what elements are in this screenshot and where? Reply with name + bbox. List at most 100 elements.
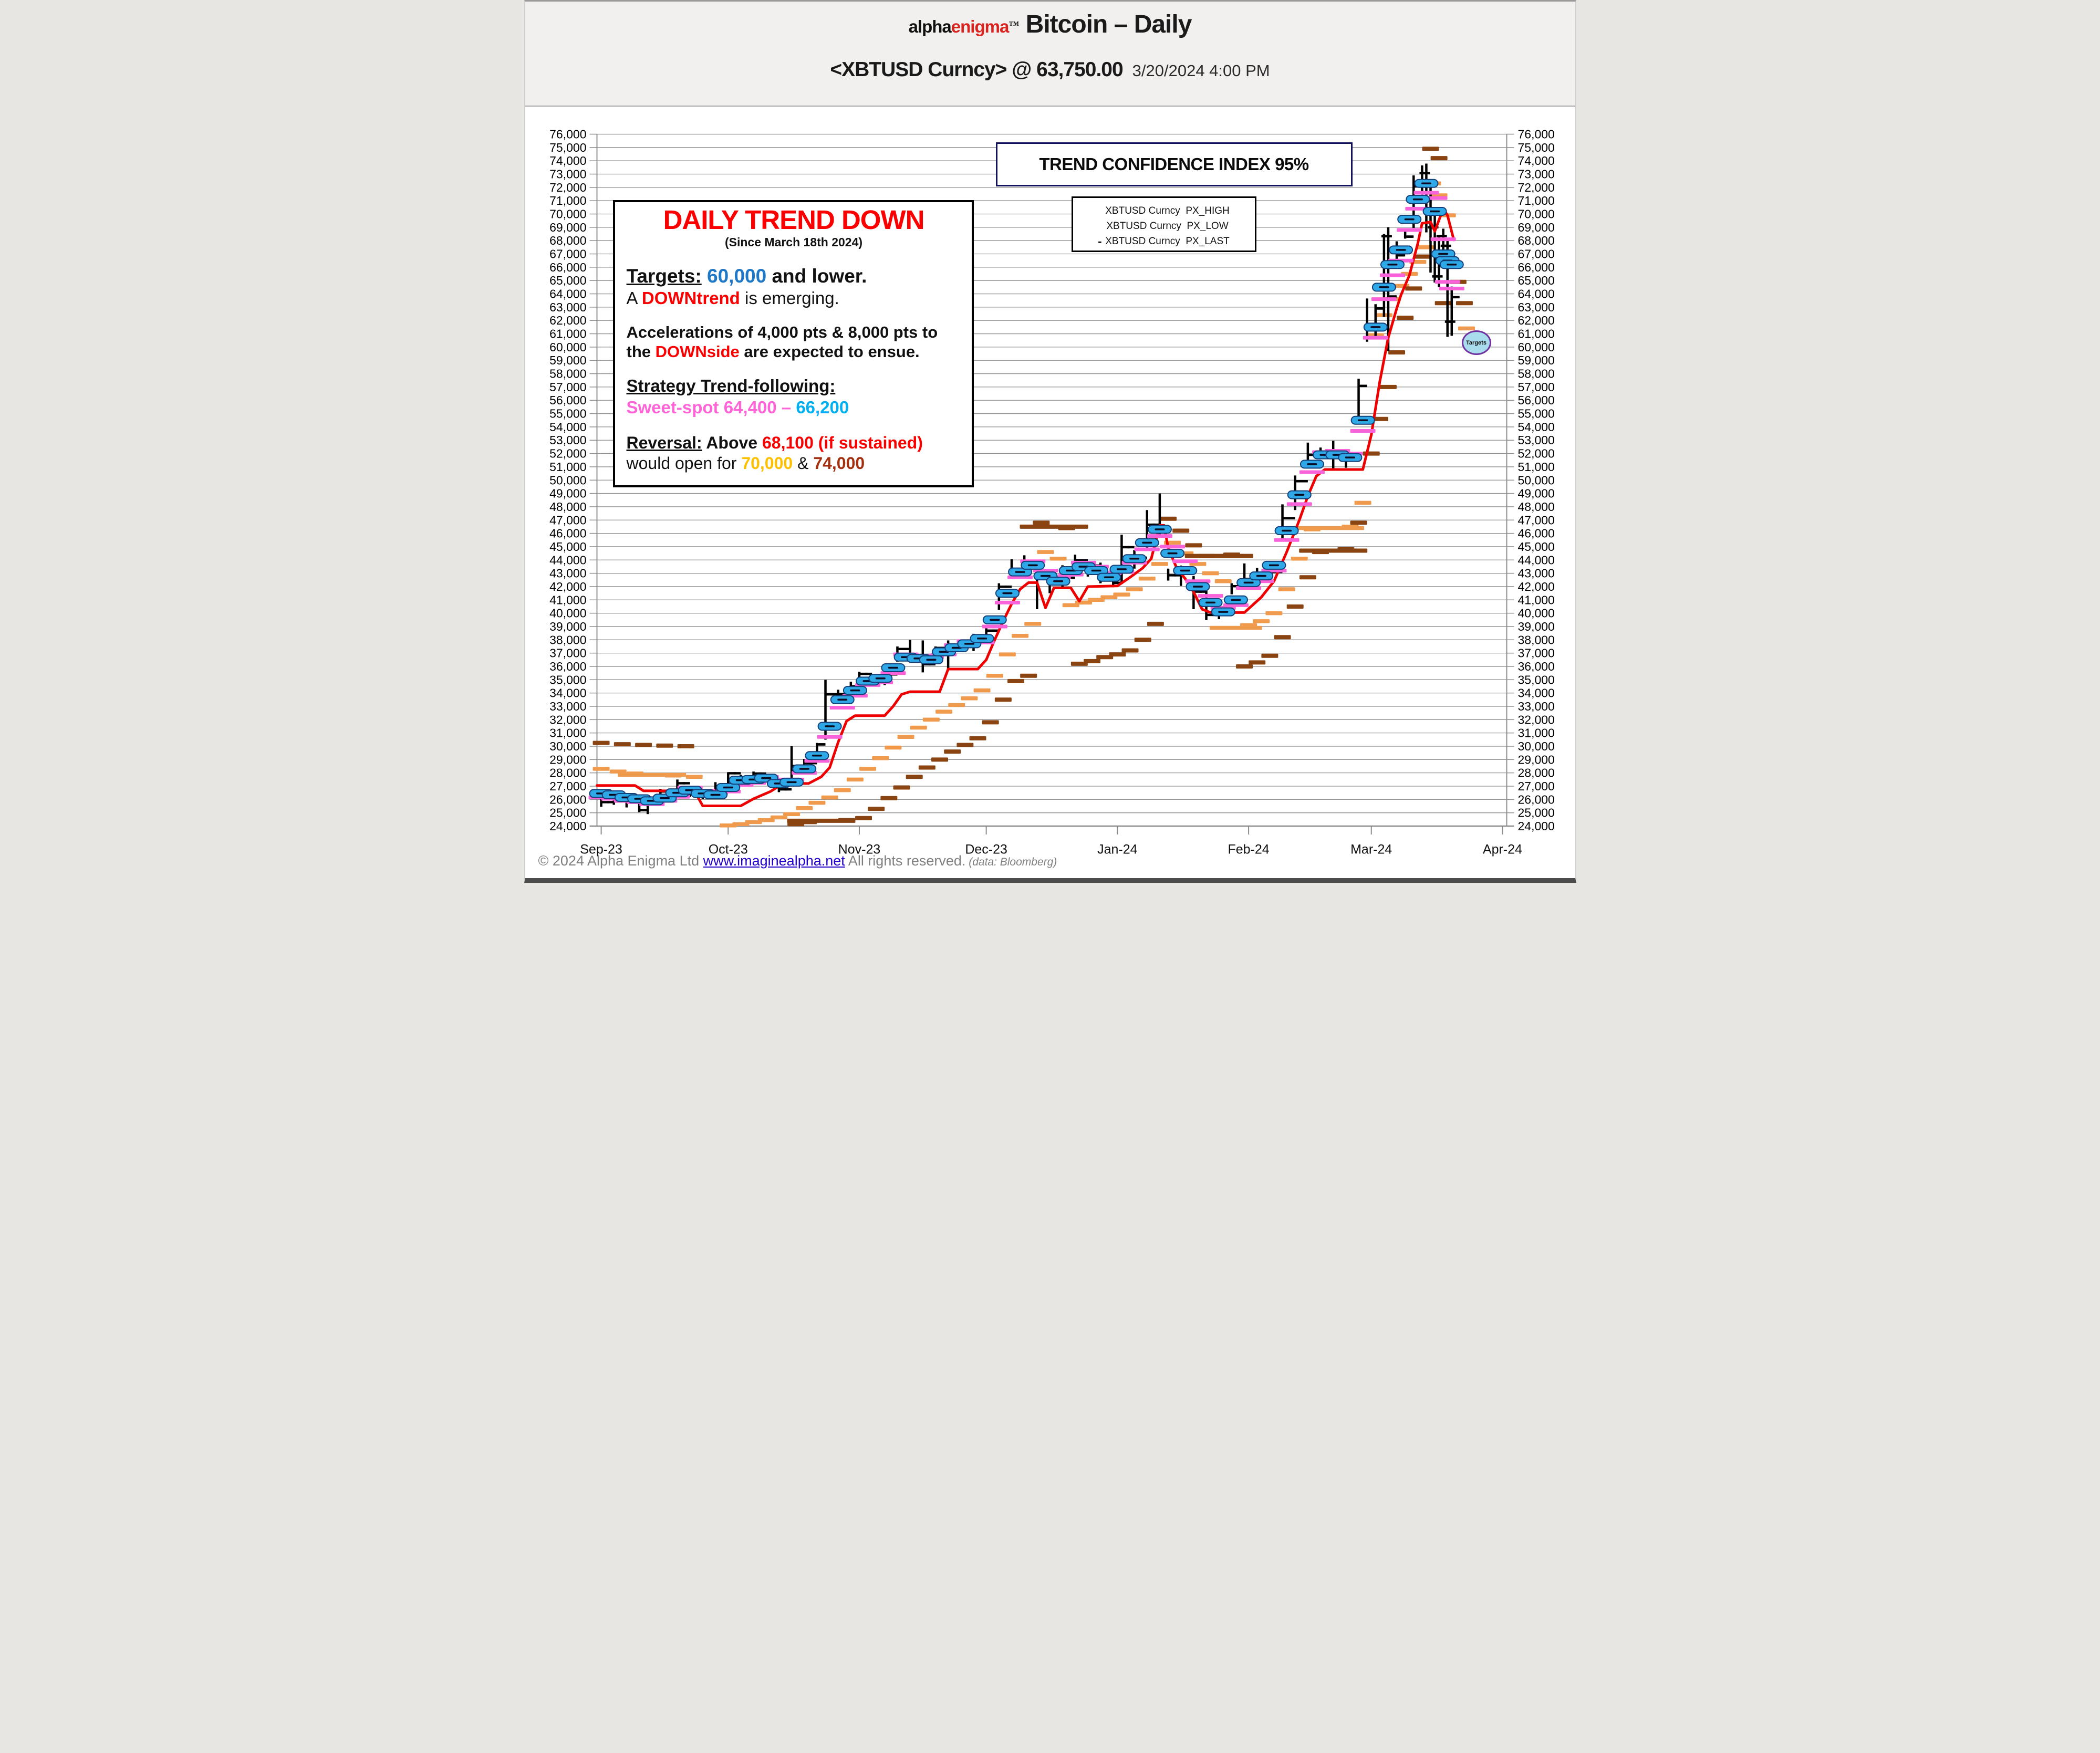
trend-open-for: would open for 70,000 & 74,000 xyxy=(626,454,865,473)
svg-text:37,000: 37,000 xyxy=(1517,646,1554,660)
main-title: Bitcoin – Daily xyxy=(1019,11,1192,38)
svg-text:31,000: 31,000 xyxy=(549,726,586,740)
svg-text:33,000: 33,000 xyxy=(1517,700,1554,713)
svg-text:76,000: 76,000 xyxy=(549,128,586,141)
svg-text:54,000: 54,000 xyxy=(1517,420,1554,434)
svg-text:39,000: 39,000 xyxy=(549,620,586,633)
svg-text:68,000: 68,000 xyxy=(549,234,586,247)
website-link[interactable]: www.imaginealpha.net xyxy=(703,853,845,869)
svg-text:55,000: 55,000 xyxy=(1517,407,1554,421)
svg-text:43,000: 43,000 xyxy=(1517,567,1554,580)
svg-text:55,000: 55,000 xyxy=(549,407,586,421)
legend-item-px-high: XBTUSD Curncy PX_HIGH xyxy=(1073,203,1255,218)
svg-text:49,000: 49,000 xyxy=(1517,487,1554,500)
footer: © 2024 Alpha Enigma Ltd www.imaginealpha… xyxy=(538,853,1563,869)
svg-text:58,000: 58,000 xyxy=(1517,367,1554,381)
svg-text:56,000: 56,000 xyxy=(549,393,586,407)
svg-text:59,000: 59,000 xyxy=(549,353,586,367)
svg-text:35,000: 35,000 xyxy=(549,673,586,686)
svg-text:50,000: 50,000 xyxy=(1517,473,1554,487)
header: alphaenigma™ Bitcoin – Daily <XBTUSD Cur… xyxy=(525,2,1575,107)
svg-text:31,000: 31,000 xyxy=(1517,726,1554,740)
rights-text: All rights reserved. xyxy=(845,853,966,869)
svg-text:43,000: 43,000 xyxy=(549,567,586,580)
svg-text:76,000: 76,000 xyxy=(1517,128,1554,141)
svg-text:45,000: 45,000 xyxy=(1517,540,1554,554)
svg-text:41,000: 41,000 xyxy=(1517,593,1554,607)
svg-text:66,000: 66,000 xyxy=(1517,260,1554,274)
svg-text:72,000: 72,000 xyxy=(549,181,586,194)
trend-annotation-box: DAILY TREND DOWN (Since March 18th 2024)… xyxy=(612,200,974,487)
cyan-last-pills xyxy=(589,179,1464,806)
svg-text:66,000: 66,000 xyxy=(549,260,586,274)
svg-text:24,000: 24,000 xyxy=(549,819,586,833)
svg-text:74,000: 74,000 xyxy=(1517,154,1554,168)
page-title: alphaenigma™ Bitcoin – Daily xyxy=(525,10,1575,39)
svg-text:57,000: 57,000 xyxy=(549,380,586,394)
svg-text:40,000: 40,000 xyxy=(549,607,586,620)
plot-frame xyxy=(589,134,1514,827)
svg-text:42,000: 42,000 xyxy=(549,580,586,593)
svg-text:74,000: 74,000 xyxy=(549,154,586,168)
svg-text:34,000: 34,000 xyxy=(549,686,586,700)
svg-text:Oct-23: Oct-23 xyxy=(708,842,747,857)
svg-text:26,000: 26,000 xyxy=(549,792,586,806)
svg-text:62,000: 62,000 xyxy=(549,314,586,327)
confidence-index-text: TREND CONFIDENCE INDEX 95% xyxy=(1039,154,1309,174)
red-trend-line xyxy=(595,207,1455,807)
svg-text:Nov-23: Nov-23 xyxy=(838,842,880,857)
legend-marker-high xyxy=(1098,204,1105,218)
svg-text:Dec-23: Dec-23 xyxy=(965,842,1007,857)
svg-text:73,000: 73,000 xyxy=(549,168,586,181)
svg-text:48,000: 48,000 xyxy=(1517,500,1554,514)
trend-strategy: Strategy Trend-following: xyxy=(626,376,836,396)
svg-text:46,000: 46,000 xyxy=(1517,527,1554,540)
x-axis-labels: Sep-23 Oct-23 Nov-23 Dec-23 Jan-24 Feb-24 Mar-… xyxy=(580,826,1522,857)
trend-targets: Targets: 60,000 and lower. xyxy=(626,265,867,287)
copyright-text: © 2024 Alpha Enigma Ltd xyxy=(538,853,703,869)
svg-text:53,000: 53,000 xyxy=(549,433,586,447)
svg-text:41,000: 41,000 xyxy=(549,593,586,607)
trademark-symbol: ™ xyxy=(1009,19,1020,31)
brand-logo: alphaenigma xyxy=(908,17,1010,36)
svg-text:25,000: 25,000 xyxy=(549,806,586,820)
legend-marker-low xyxy=(1099,220,1106,233)
svg-text:30,000: 30,000 xyxy=(1517,739,1554,753)
trend-accelerations: Accelerations of 4,000 pts & 8,000 pts t… xyxy=(626,323,938,361)
svg-text:36,000: 36,000 xyxy=(1517,660,1554,673)
svg-text:67,000: 67,000 xyxy=(1517,247,1554,261)
svg-text:65,000: 65,000 xyxy=(1517,274,1554,287)
svg-text:75,000: 75,000 xyxy=(549,141,586,154)
svg-text:67,000: 67,000 xyxy=(549,247,586,261)
svg-text:50,000: 50,000 xyxy=(549,473,586,487)
svg-text:Feb-24: Feb-24 xyxy=(1228,842,1269,857)
svg-text:Sep-23: Sep-23 xyxy=(580,842,622,857)
svg-text:27,000: 27,000 xyxy=(549,779,586,793)
targets-bubble-label: Targets xyxy=(1466,339,1486,346)
svg-text:72,000: 72,000 xyxy=(1517,181,1554,194)
svg-text:48,000: 48,000 xyxy=(549,500,586,514)
svg-text:58,000: 58,000 xyxy=(549,367,586,381)
svg-text:52,000: 52,000 xyxy=(549,447,586,461)
svg-text:25,000: 25,000 xyxy=(1517,806,1554,820)
trend-heading: DAILY TREND DOWN xyxy=(663,205,925,235)
svg-text:65,000: 65,000 xyxy=(549,274,586,287)
svg-text:28,000: 28,000 xyxy=(549,766,586,780)
svg-text:44,000: 44,000 xyxy=(549,553,586,567)
svg-text:40,000: 40,000 xyxy=(1517,607,1554,620)
svg-text:71,000: 71,000 xyxy=(1517,194,1554,207)
svg-text:Jan-24: Jan-24 xyxy=(1097,842,1138,857)
svg-text:61,000: 61,000 xyxy=(549,327,586,341)
timestamp: 3/20/2024 4:00 PM xyxy=(1132,61,1270,80)
svg-text:47,000: 47,000 xyxy=(549,513,586,527)
svg-text:29,000: 29,000 xyxy=(549,753,586,766)
svg-text:49,000: 49,000 xyxy=(549,487,586,500)
trend-sweet-spot: Sweet-spot 64,400 – 66,200 xyxy=(626,398,849,418)
svg-text:62,000: 62,000 xyxy=(1517,314,1554,327)
svg-text:34,000: 34,000 xyxy=(1517,686,1554,700)
svg-text:68,000: 68,000 xyxy=(1517,234,1554,247)
chart-page: alphaenigma™ Bitcoin – Daily <XBTUSD Cur… xyxy=(524,0,1576,883)
svg-text:63,000: 63,000 xyxy=(1517,300,1554,314)
